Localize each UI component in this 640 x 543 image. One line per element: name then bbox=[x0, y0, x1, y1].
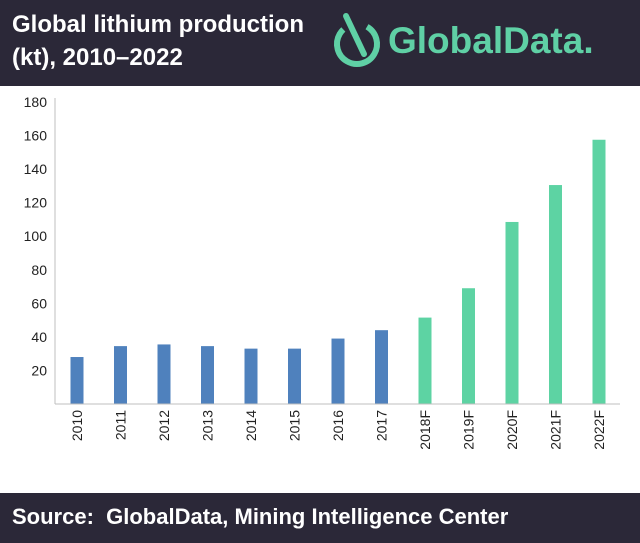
y-tick-label: 80 bbox=[31, 262, 47, 278]
globaldata-logo: GlobalData. bbox=[330, 10, 635, 76]
x-tick-label: 2011 bbox=[113, 410, 129, 440]
x-tick-label: 2010 bbox=[69, 410, 85, 441]
y-tick-label: 100 bbox=[24, 228, 48, 244]
y-tick-label: 60 bbox=[31, 295, 47, 311]
x-tick-label: 2022F bbox=[591, 410, 607, 450]
header-banner: Global lithium production (kt), 2010–202… bbox=[0, 0, 640, 86]
x-tick-label: 2012 bbox=[156, 410, 172, 441]
x-tick-label: 2015 bbox=[287, 410, 303, 441]
logo-wordmark: GlobalData. bbox=[388, 20, 594, 61]
footer-banner: Source: GlobalData, Mining Intelligence … bbox=[0, 493, 640, 543]
x-tick-label: 2021F bbox=[548, 410, 564, 450]
bar-2018F bbox=[418, 317, 432, 404]
bar-2019F bbox=[462, 288, 475, 404]
logo-slash bbox=[343, 13, 367, 57]
y-tick-label: 140 bbox=[24, 161, 48, 177]
bar-2022F bbox=[592, 139, 606, 404]
bar-2016 bbox=[331, 338, 345, 404]
x-tick-label: 2013 bbox=[200, 410, 216, 441]
x-tick-label: 2016 bbox=[330, 410, 346, 441]
source-note: Source: GlobalData, Mining Intelligence … bbox=[12, 504, 509, 529]
y-tick-label: 180 bbox=[24, 94, 48, 110]
y-tick-label: 40 bbox=[31, 329, 47, 345]
bar-chart: 20 40 60 80 100 120 140 160 180 2010 2011 2012 2013 2… bbox=[24, 94, 620, 450]
bar-2011 bbox=[114, 346, 127, 404]
x-tick-label: 2017 bbox=[374, 410, 390, 441]
bar-2012 bbox=[157, 344, 171, 404]
bar-2014 bbox=[244, 348, 258, 404]
x-tick-label: 2014 bbox=[243, 410, 259, 441]
bar-2021F bbox=[549, 185, 562, 404]
chart-title: Global lithium production (kt), 2010–202… bbox=[12, 11, 304, 71]
y-tick-label: 120 bbox=[24, 195, 48, 211]
bar-2010 bbox=[70, 357, 84, 404]
x-tick-label: 2020F bbox=[504, 410, 520, 450]
bar-2017 bbox=[375, 330, 388, 404]
x-tick-label: 2018F bbox=[417, 410, 433, 450]
bar-2020F bbox=[505, 221, 519, 404]
y-tick-label: 160 bbox=[24, 128, 48, 144]
logo-ring bbox=[334, 21, 380, 67]
bar-2013 bbox=[201, 346, 214, 404]
globaldata-logo-icon bbox=[334, 13, 380, 67]
y-tick-label: 20 bbox=[31, 362, 47, 378]
bar-2015 bbox=[288, 348, 301, 404]
x-tick-label: 2019F bbox=[461, 410, 477, 450]
